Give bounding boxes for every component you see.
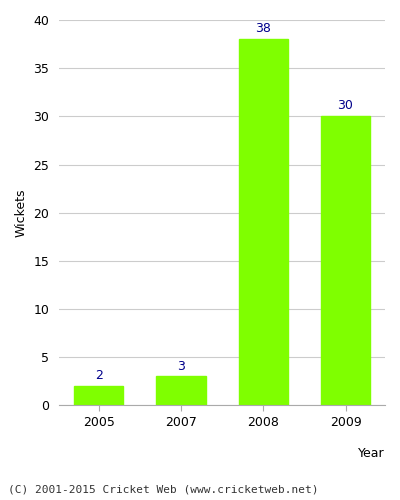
Bar: [156, 376, 206, 406]
Text: 2: 2: [95, 369, 102, 382]
Bar: [74, 386, 123, 406]
Text: 30: 30: [338, 100, 354, 112]
Text: Year: Year: [358, 447, 385, 460]
Text: (C) 2001-2015 Cricket Web (www.cricketweb.net): (C) 2001-2015 Cricket Web (www.cricketwe…: [8, 485, 318, 495]
Bar: [238, 40, 288, 406]
Y-axis label: Wickets: Wickets: [15, 188, 28, 237]
Text: 38: 38: [255, 22, 271, 36]
Text: 3: 3: [177, 360, 185, 372]
Bar: [321, 116, 370, 406]
